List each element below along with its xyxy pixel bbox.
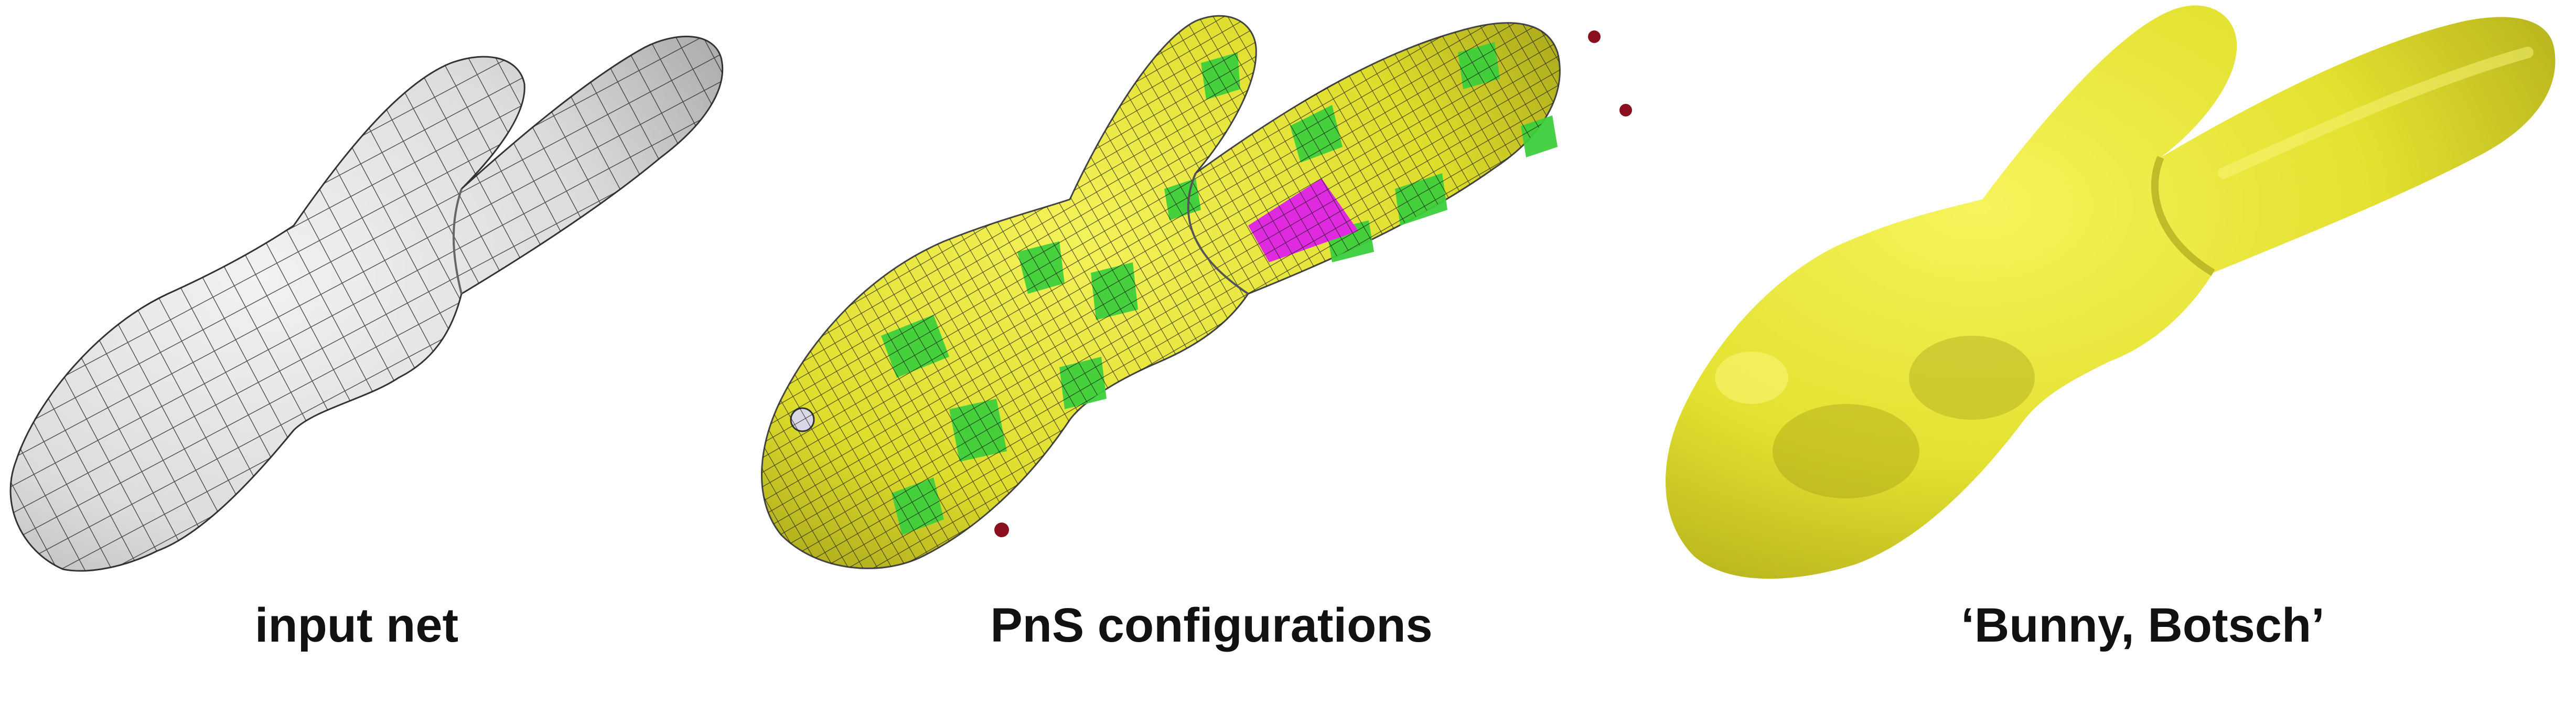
panel-bunny-botsch: ‘Bunny, Botsch’ [1647,0,2576,703]
bunny-patch-mesh [761,15,1632,569]
red-patches [994,30,1632,537]
caption-input-net: input net [254,599,459,652]
panel-input-net: input net [0,0,745,703]
smooth-surface-figure [1666,5,2556,579]
caption-pns-configurations: PnS configurations [990,599,1433,652]
panel-pns-configurations: PnS configurations [724,0,1668,703]
configurations-figure [761,15,1632,569]
input-mesh-figure [9,36,724,572]
bunny-smooth-yellow [1666,5,2556,579]
bunny-mesh-gray [9,36,724,572]
caption-bunny-botsch: ‘Bunny, Botsch’ [1961,599,2325,652]
